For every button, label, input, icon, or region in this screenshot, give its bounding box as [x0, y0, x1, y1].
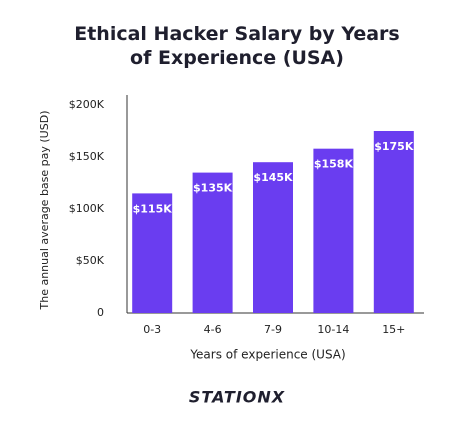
logo: STATIONX — [189, 388, 285, 407]
x-tick-label: 15+ — [382, 323, 405, 336]
x-tick-label: 10-14 — [317, 323, 349, 336]
value-label: $115K — [133, 202, 173, 215]
x-axis-label: Years of experience (USA) — [189, 348, 345, 362]
value-label: $145K — [253, 171, 293, 184]
value-label: $175K — [374, 140, 414, 153]
value-label: $135K — [193, 182, 233, 195]
y-tick-label: $100K — [69, 202, 105, 215]
y-tick-label: $150K — [69, 150, 105, 163]
bar — [132, 193, 173, 313]
bar — [373, 131, 414, 313]
bar — [313, 148, 354, 313]
bar — [253, 162, 293, 313]
x-tick-label: 7-9 — [264, 323, 282, 336]
chart-title: Ethical Hacker Salary by Years of Experi… — [74, 23, 400, 69]
bar — [192, 172, 233, 313]
y-tick-label: 0 — [97, 306, 104, 319]
y-tick-label: $200K — [69, 98, 105, 111]
value-label: $158K — [314, 158, 354, 171]
y-axis-label: The annual average base pay (USD) — [38, 111, 51, 311]
x-tick-label: 0-3 — [143, 323, 161, 336]
x-tick-label: 4-6 — [204, 323, 222, 336]
y-tick-label: $50K — [76, 254, 105, 267]
